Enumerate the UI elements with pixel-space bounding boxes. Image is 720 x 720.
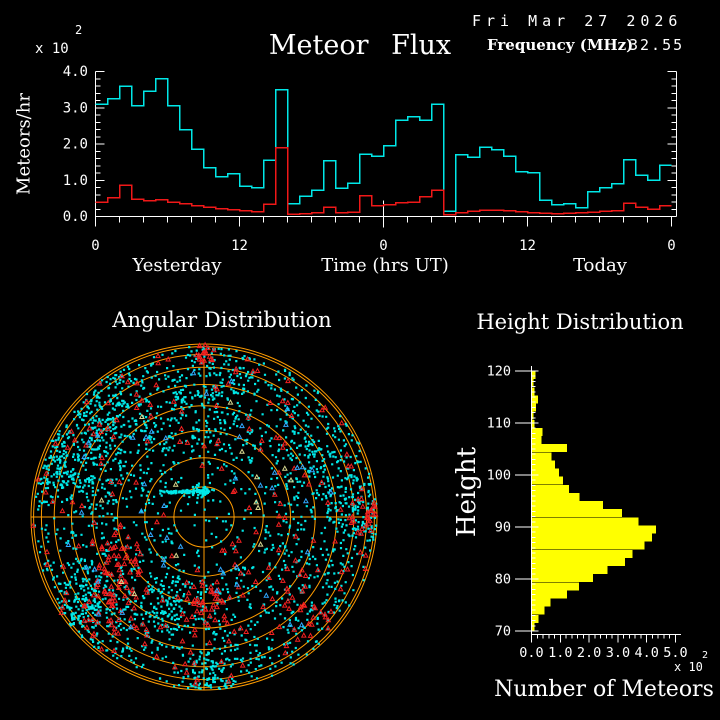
height-xtick-label: 2.0 — [577, 645, 601, 661]
red-echo-points — [30, 341, 379, 686]
page-title: Meteor Flux — [268, 30, 452, 61]
height-ytick-label: 110 — [487, 416, 511, 432]
height-bar — [532, 525, 656, 534]
flux-y-scale-exponent: 2 — [75, 23, 83, 37]
blue-echo-points — [65, 369, 334, 630]
flux-ytick-label: 0.0 — [63, 209, 88, 225]
height-bar — [532, 379, 534, 388]
height-ytick-label: 70 — [495, 624, 511, 640]
height-bar — [532, 501, 604, 510]
flux-ytick-label: 3.0 — [63, 100, 88, 116]
height-distribution-title: Height Distribution — [476, 310, 684, 334]
height-bar — [532, 582, 579, 591]
height-bar — [532, 436, 542, 445]
angular-distribution-title: Angular Distribution — [112, 308, 332, 332]
height-bar — [532, 452, 552, 461]
height-bar — [532, 541, 645, 550]
flux-xtick-label: 0 — [91, 238, 99, 254]
frequency-value: 32.55 — [629, 36, 685, 54]
height-bar — [532, 371, 536, 380]
height-bar — [532, 533, 652, 542]
frequency-label: Frequency (MHz) — [487, 36, 634, 54]
flux-day-label-yesterday: Yesterday — [132, 255, 222, 276]
flux-chart: 0.0 1.0 2.0 3.0 4.0 0 12 0 12 0 — [63, 64, 677, 254]
height-bar — [532, 419, 535, 428]
height-bar — [532, 622, 535, 631]
height-x-scale-exponent: 2 — [702, 650, 709, 661]
date-label: Fri Mar 27 2026 — [472, 12, 683, 30]
height-xtick-label: 4.0 — [635, 645, 659, 661]
height-bar — [532, 460, 555, 469]
height-xtick-label: 5.0 — [663, 645, 687, 661]
height-distribution-chart: 70 80 90 100 110 120 0.0 1.0 2.0 3.0 4.0 5.0 — [487, 364, 688, 662]
height-bar — [532, 557, 625, 566]
height-bar — [532, 509, 622, 518]
flux-series-cyan — [95, 78, 672, 213]
height-bar — [532, 476, 563, 485]
height-ytick-label: 120 — [487, 364, 511, 380]
height-bar — [532, 566, 608, 575]
flux-x-axis-title: Time (hrs UT) — [321, 255, 449, 276]
height-x-scale-label: x 10 — [674, 660, 703, 674]
flux-y-axis-title: Meteors/hr — [13, 93, 35, 195]
height-bar — [532, 427, 543, 436]
height-bar — [532, 395, 538, 404]
angular-distribution-chart — [30, 341, 379, 691]
flux-y-scale-label: x 10 — [35, 41, 69, 57]
pale-echo-points — [98, 399, 294, 597]
flux-xtick-label: 0 — [667, 238, 675, 254]
height-bar — [532, 444, 568, 453]
flux-xtick-label: 12 — [231, 238, 248, 254]
height-bar — [532, 590, 568, 599]
height-bar — [532, 492, 580, 501]
height-ytick-label: 90 — [495, 520, 511, 536]
flux-ytick-label: 4.0 — [63, 64, 88, 80]
height-bar — [532, 517, 639, 526]
height-xtick-label: 0.0 — [519, 645, 543, 661]
height-bar — [532, 411, 534, 420]
height-bar — [532, 598, 551, 607]
height-bar — [532, 614, 539, 623]
height-bar — [532, 574, 594, 583]
flux-ytick-label: 2.0 — [63, 137, 88, 153]
height-ytick-label: 80 — [495, 572, 511, 588]
height-bar — [532, 606, 545, 615]
flux-series-red — [95, 146, 672, 216]
flux-ytick-label: 1.0 — [63, 173, 88, 189]
height-xtick-label: 1.0 — [548, 645, 572, 661]
height-bar — [532, 549, 633, 558]
flux-xtick-label: 0 — [379, 238, 387, 254]
flux-xtick-label: 12 — [519, 238, 536, 254]
height-xtick-label: 3.0 — [606, 645, 630, 661]
height-ytick-label: 100 — [487, 468, 511, 484]
height-bar — [532, 468, 559, 477]
height-y-axis-title: Height — [452, 446, 482, 538]
height-bar — [532, 484, 569, 493]
flux-day-label-today: Today — [573, 255, 627, 276]
height-x-axis-title: Number of Meteors — [494, 677, 714, 702]
